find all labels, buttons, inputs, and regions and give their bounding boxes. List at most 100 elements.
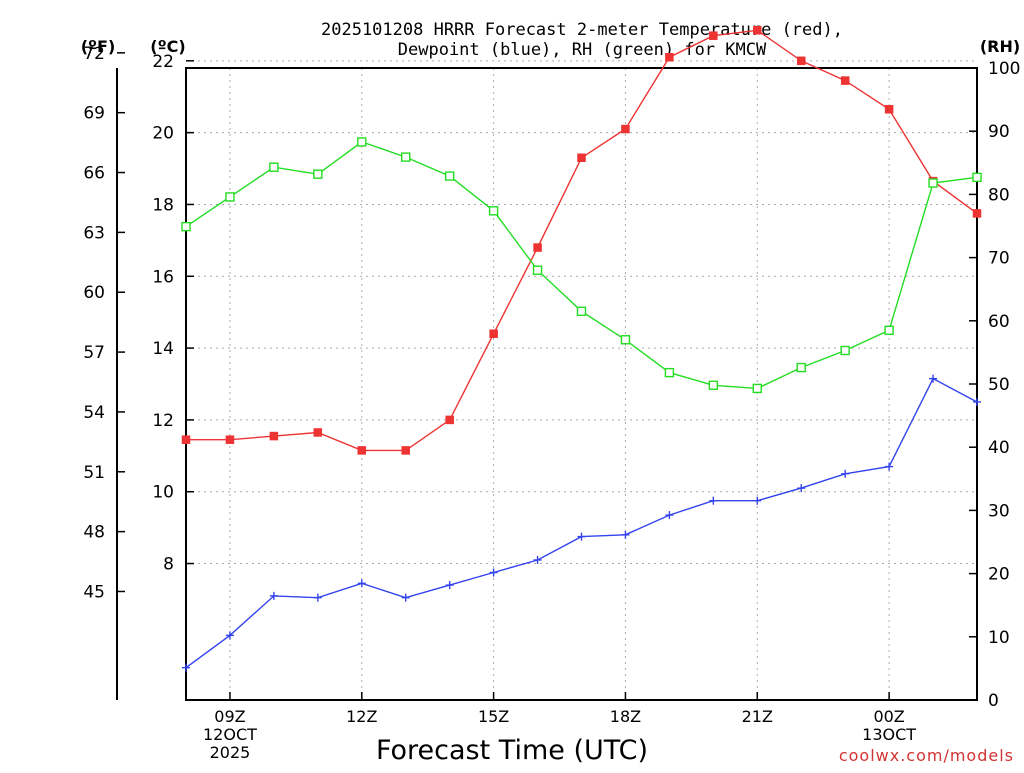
fahrenheit-tick-label: 60 (83, 283, 105, 303)
relative-humidity-point (840, 345, 850, 356)
rh-tick-label: 60 (988, 312, 1010, 332)
dewpoint-point (357, 579, 366, 588)
dewpoint-point (621, 530, 630, 539)
relative-humidity-point (357, 137, 367, 147)
celsius-tick-label: 8 (163, 555, 174, 575)
dewpoint-point (929, 374, 938, 383)
rh-tick-label: 50 (988, 375, 1010, 395)
celsius-tick-label: 20 (152, 124, 174, 144)
dewpoint-point (841, 469, 850, 478)
plot-frame (185, 67, 978, 701)
relative-humidity-point (225, 192, 235, 202)
relative-humidity-point (444, 171, 455, 181)
rh-tick-label: 40 (988, 438, 1010, 458)
2-meter-temperature-point (884, 105, 894, 114)
rh-tick-label: 80 (988, 185, 1010, 205)
rh-tick-label: 0 (988, 691, 999, 711)
2-meter-temperature-point (445, 415, 454, 425)
celsius-tick-label: 14 (152, 339, 174, 359)
2-meter-temperature-point (840, 76, 850, 85)
2-meter-temperature-point (269, 431, 279, 441)
fahrenheit-tick-label: 63 (83, 223, 105, 243)
celsius-tick-label: 22 (152, 52, 174, 72)
unit-label-celsius: (ºC) (150, 37, 185, 56)
2-meter-temperature-point (225, 435, 235, 444)
dewpoint-point (753, 496, 762, 505)
rh-tick-label: 100 (988, 59, 1020, 79)
2-meter-temperature-point (489, 329, 498, 338)
x-tick-label: 2025 (210, 743, 251, 762)
2-meter-temperature-point (401, 446, 410, 455)
dewpoint-point (313, 593, 322, 602)
x-tick-label: 12Z (346, 707, 377, 726)
fahrenheit-tick-label: 54 (83, 403, 105, 423)
dewpoint-point (225, 631, 234, 640)
2-meter-temperature-point (181, 435, 191, 444)
dewpoint-point (797, 484, 806, 493)
2-meter-temperature-point (709, 31, 718, 40)
data-series (181, 26, 982, 672)
fahrenheit-tick-label: 66 (83, 164, 105, 184)
rh-tick-label: 90 (988, 122, 1010, 142)
rh-tick-label: 30 (988, 501, 1010, 521)
2-meter-temperature-point (533, 243, 542, 252)
2-meter-temperature-line (186, 29, 978, 452)
dewpoint-point (665, 511, 674, 520)
relative-humidity-point (488, 206, 499, 216)
dewpoint-point (973, 397, 981, 406)
x-axis-label: Forecast Time (UTC) (376, 735, 648, 766)
fahrenheit-tick-label: 51 (83, 463, 105, 483)
celsius-tick-label: 16 (152, 267, 174, 287)
relative-humidity-point (532, 265, 543, 275)
2-meter-temperature-point (357, 446, 367, 455)
dewpoint-point (533, 555, 542, 564)
relative-humidity-point (620, 335, 631, 345)
relative-humidity-point (796, 362, 806, 373)
2-meter-temperature-point (796, 56, 806, 66)
rh-tick-label: 70 (988, 249, 1010, 269)
unit-label-fahrenheit: (ºF) (81, 37, 116, 56)
2-meter-temperature-point (577, 153, 586, 163)
relative-humidity-point (972, 172, 982, 183)
rh-tick-label: 10 (988, 628, 1010, 648)
dewpoint-point (401, 593, 410, 602)
x-tick-label: 13OCT (862, 725, 916, 744)
dewpoint-point (445, 581, 454, 590)
fahrenheit-tick-label: 72 (83, 44, 105, 64)
x-tick-label: 15Z (478, 707, 509, 726)
relative-humidity-point (708, 380, 719, 390)
fahrenheit-tick-label: 57 (83, 343, 105, 363)
celsius-tick-label: 10 (152, 483, 174, 503)
unit-label-rh: (RH) (980, 37, 1020, 56)
x-tick-label: 21Z (742, 707, 773, 726)
dewpoint-point (577, 532, 586, 541)
relative-humidity-point (664, 367, 675, 378)
relative-humidity-point (752, 383, 762, 394)
rh-tick-label: 20 (988, 565, 1010, 585)
watermark: coolwx.com/models (839, 746, 1014, 765)
fahrenheit-tick-label: 69 (83, 104, 105, 124)
chart-title-line2: Dewpoint (blue), RH (green) for KMCW (398, 40, 767, 60)
relative-humidity-point (928, 178, 938, 188)
x-tick-label: 09Z (214, 707, 245, 726)
relative-humidity-point (401, 152, 411, 162)
x-tick-label: 18Z (610, 707, 641, 726)
dewpoint-point (709, 496, 718, 505)
relative-humidity-line (185, 141, 978, 390)
chart-title-line1: 2025101208 HRRR Forecast 2-meter Tempera… (321, 20, 843, 40)
dewpoint-point (885, 462, 894, 471)
relative-humidity-point (313, 169, 323, 179)
dewpoint-point (182, 663, 190, 672)
x-tick-label: 12OCT (203, 725, 257, 744)
2-meter-temperature-point (665, 52, 674, 62)
relative-humidity-point (884, 325, 894, 335)
celsius-tick-label: 12 (152, 411, 174, 431)
relative-humidity-point (181, 221, 191, 232)
dewpoint-point (489, 568, 498, 577)
2-meter-temperature-point (972, 209, 982, 218)
2-meter-temperature-point (753, 26, 762, 35)
celsius-tick-label: 18 (152, 195, 174, 215)
fahrenheit-tick-label: 45 (83, 582, 105, 602)
2-meter-temperature-point (313, 428, 323, 437)
